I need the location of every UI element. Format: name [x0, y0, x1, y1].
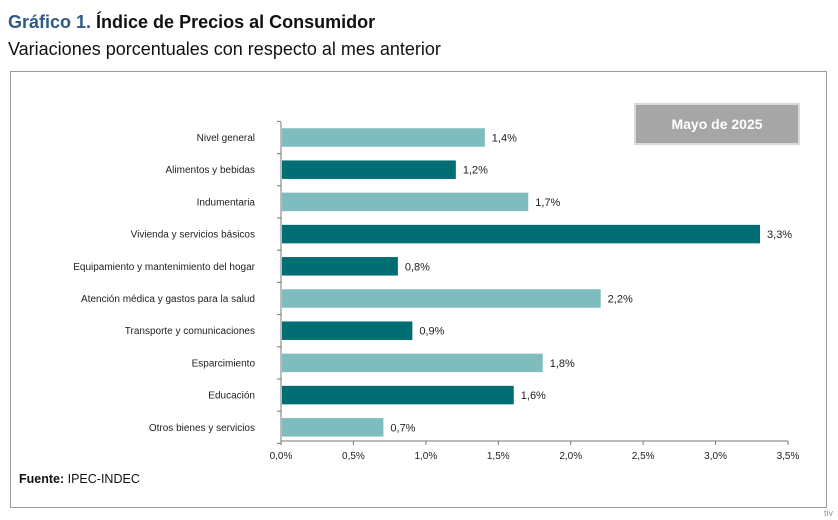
category-label: Esparcimiento: [192, 358, 256, 369]
category-label: Equipamiento y mantenimiento del hogar: [73, 262, 255, 273]
period-badge: Mayo de 2025: [634, 103, 800, 145]
bar: [282, 289, 601, 308]
source-value: IPEC-INDEC: [67, 472, 140, 486]
bar: [282, 257, 398, 276]
x-tick-label: 0,0%: [270, 451, 293, 462]
value-label: 1,8%: [550, 358, 575, 370]
source-note: Fuente: IPEC-INDEC: [19, 472, 140, 486]
value-label: 3,3%: [767, 229, 792, 241]
chart-title: Gráfico 1. Índice de Precios al Consumid…: [8, 12, 375, 33]
chart-subtitle: Variaciones porcentuales con respecto al…: [8, 39, 441, 59]
x-tick-label: 2,5%: [632, 451, 655, 462]
value-label: 0,9%: [419, 326, 444, 338]
value-label: 2,2%: [608, 294, 633, 306]
x-tick-label: 3,0%: [704, 451, 727, 462]
value-label: 0,7%: [390, 422, 415, 434]
category-label: Alimentos y bebidas: [166, 165, 256, 176]
category-label: Atención médica y gastos para la salud: [81, 294, 255, 305]
value-label: 1,4%: [492, 133, 517, 145]
value-label: 1,7%: [535, 197, 560, 209]
x-tick-label: 1,5%: [487, 451, 510, 462]
x-tick-label: 0,5%: [342, 451, 365, 462]
bar: [282, 160, 456, 179]
value-label: 0,8%: [405, 261, 430, 273]
category-label: Nivel general: [197, 133, 255, 144]
bar: [282, 192, 529, 212]
x-tick-label: 2,0%: [559, 451, 582, 462]
bar: [282, 128, 485, 147]
category-label: Indumentaria: [197, 197, 256, 208]
value-label: 1,6%: [521, 390, 546, 402]
chart-title-main: Índice de Precios al Consumidor: [96, 12, 376, 32]
bar: [282, 385, 514, 405]
category-label: Educación: [208, 391, 255, 402]
chart-title-prefix: Gráfico 1.: [8, 12, 92, 32]
bar: [282, 353, 543, 373]
bar: [282, 224, 761, 244]
x-tick-label: 1,0%: [414, 451, 437, 462]
category-label: Vivienda y servicios básicos: [131, 230, 255, 241]
chart-frame: [10, 71, 827, 508]
category-label: Transporte y comunicaciones: [125, 326, 255, 337]
category-label: Otros bienes y servicios: [149, 423, 255, 434]
bar: [282, 321, 413, 340]
source-label: Fuente:: [19, 472, 65, 486]
bar: [282, 418, 384, 437]
value-label: 1,2%: [463, 165, 488, 177]
corner-mark: tiv: [824, 508, 833, 518]
x-tick-label: 3,5%: [777, 451, 800, 462]
